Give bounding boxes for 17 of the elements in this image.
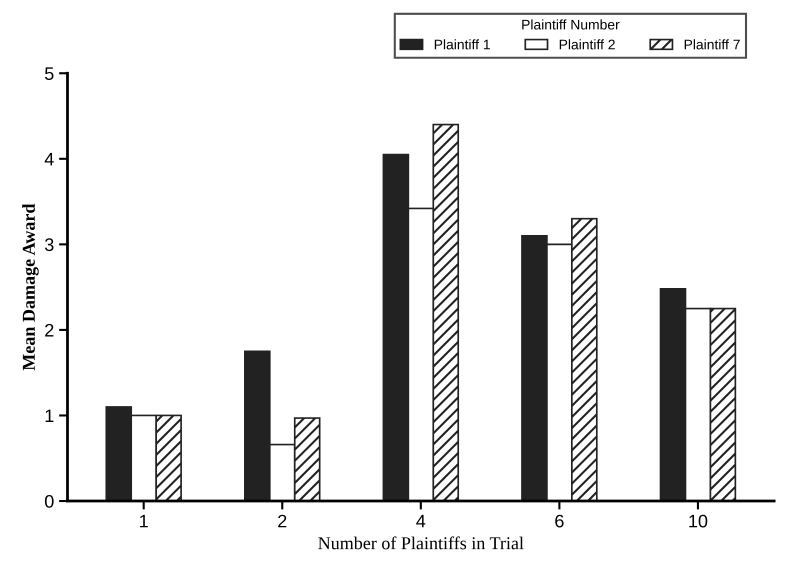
legend-label: Plaintiff 7 — [684, 39, 740, 50]
x-axis-title: Number of Plaintiffs in Trial — [318, 536, 524, 550]
y-tick-label: 4 — [44, 152, 54, 166]
y-tick-label: 5 — [44, 67, 54, 80]
y-tick-label: 1 — [46, 410, 54, 422]
x-tick-label: 2 — [278, 514, 286, 528]
legend-title: Plaintiff Number — [522, 19, 620, 30]
y-tick-label: 3 — [44, 238, 54, 252]
legend-label: Plaintiff 2 — [560, 39, 615, 50]
y-tick-label: 2 — [45, 324, 54, 336]
y-axis-title: Mean Damage Award — [22, 204, 39, 370]
x-tick-label: 6 — [555, 514, 564, 528]
legend-label: Plaintiff 1 — [434, 39, 490, 50]
y-tick-label: 0 — [44, 494, 54, 508]
x-tick-label: 4 — [416, 514, 426, 528]
x-tick-label: 10 — [689, 514, 708, 528]
x-tick-label: 1 — [140, 514, 148, 528]
